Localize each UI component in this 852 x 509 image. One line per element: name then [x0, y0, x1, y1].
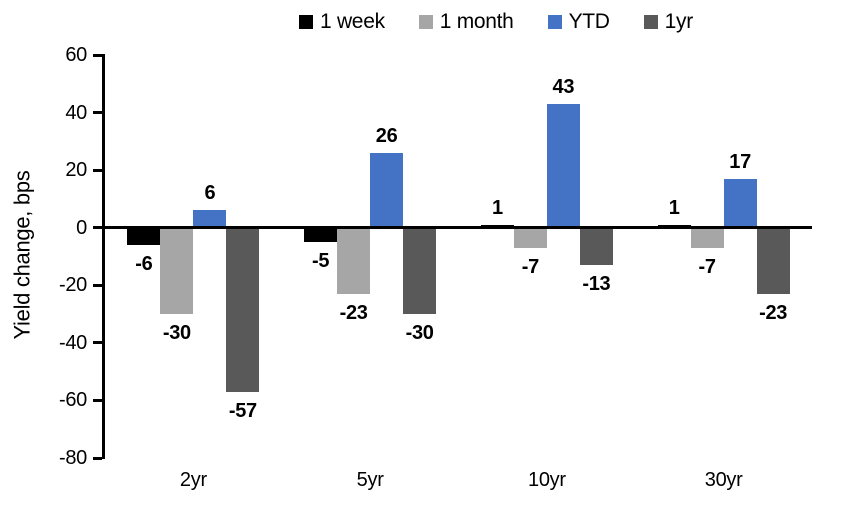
data-label: -6 — [135, 252, 153, 275]
data-label: -7 — [521, 255, 539, 278]
x-category-label-2yr: 2yr — [179, 469, 207, 491]
y-axis-tick — [93, 226, 102, 230]
bar-5yr-1yr — [403, 227, 437, 315]
x-category-label-30yr: 30yr — [704, 469, 743, 491]
x-category-label-5yr: 5yr — [356, 469, 384, 491]
y-tick-label: 60 — [65, 44, 87, 66]
y-tick-label: 40 — [65, 101, 87, 124]
data-label: -5 — [312, 250, 330, 273]
legend-label: 1yr — [664, 10, 694, 33]
y-axis-tick — [93, 456, 102, 460]
bar-2yr-ytd — [193, 210, 227, 228]
legend-item-1yr: 1yr — [643, 10, 694, 34]
legend-label: 1 week — [320, 10, 385, 33]
bar-10yr-ytd — [546, 103, 580, 228]
data-label: 43 — [552, 75, 575, 98]
bar-10yr-1-month — [513, 227, 547, 248]
legend-swatch-icon — [299, 15, 314, 29]
data-label: 1 — [491, 196, 503, 219]
bar-2yr-1-week — [127, 227, 161, 245]
legend-label: YTD — [568, 10, 610, 33]
legend-item-1-week: 1 week — [299, 10, 385, 34]
bar-2yr-1yr — [226, 227, 260, 392]
bar-2yr-1-month — [160, 227, 194, 315]
y-tick-label: -60 — [58, 389, 87, 412]
y-axis-tick — [93, 168, 102, 172]
bar-30yr-1-month — [690, 227, 724, 248]
chart-legend: 1 week 1 month YTD 1yr — [0, 8, 852, 36]
data-label: -23 — [759, 301, 788, 324]
y-tick-label: -20 — [58, 274, 87, 297]
data-label: 17 — [729, 150, 751, 173]
data-label: -57 — [228, 399, 257, 422]
legend-item-ytd: YTD — [547, 10, 610, 34]
bar-10yr-1yr — [579, 227, 613, 266]
y-tick-label: 0 — [76, 216, 87, 239]
data-label: -30 — [162, 322, 191, 345]
data-label: 6 — [204, 182, 216, 205]
y-axis-tick — [93, 53, 102, 57]
legend-swatch-icon — [418, 15, 433, 29]
data-label: -13 — [582, 273, 611, 296]
y-axis-tick — [93, 111, 102, 115]
y-tick-label: -80 — [58, 447, 87, 469]
bar-5yr-1-month — [337, 227, 371, 294]
y-axis-tick — [93, 341, 102, 345]
data-label: -30 — [405, 322, 434, 345]
bar-5yr-1-week — [304, 227, 338, 243]
legend-item-1-month: 1 month — [418, 10, 514, 34]
legend-label: 1 month — [439, 10, 514, 33]
bar-30yr-ytd — [723, 178, 757, 228]
zero-baseline — [102, 226, 812, 230]
data-label: 1 — [668, 196, 680, 219]
bar-30yr-1yr — [756, 227, 790, 294]
y-tick-label: 20 — [65, 159, 87, 182]
x-category-label-10yr: 10yr — [528, 469, 566, 491]
data-label: 26 — [375, 124, 398, 147]
legend-swatch-icon — [547, 15, 562, 29]
legend-swatch-icon — [643, 15, 658, 29]
y-tick-label: -40 — [58, 331, 87, 354]
y-axis-line — [102, 54, 105, 459]
data-label: -23 — [339, 301, 368, 324]
bar-5yr-ytd — [370, 152, 404, 228]
data-label: -7 — [698, 255, 716, 278]
y-axis-tick — [93, 398, 102, 402]
y-axis-tick — [93, 283, 102, 287]
